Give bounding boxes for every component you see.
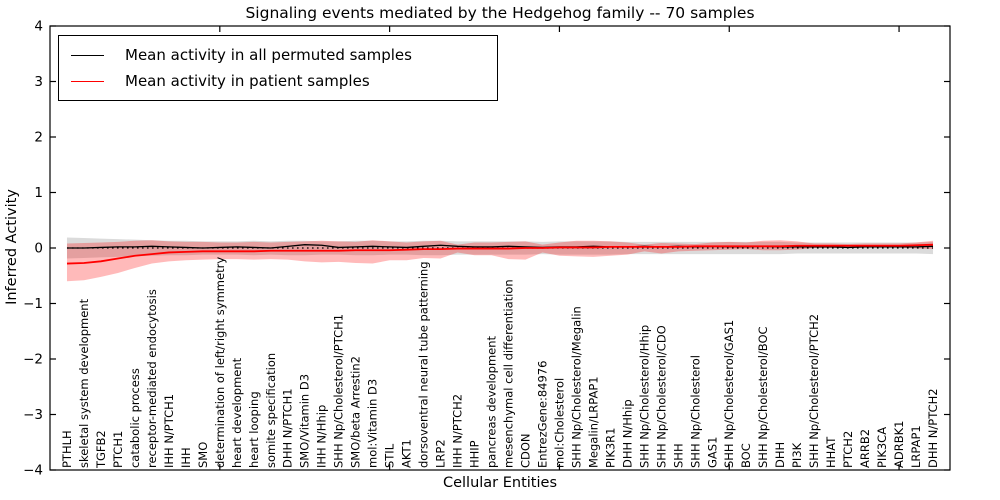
patient-mean-line [66, 243, 934, 265]
x-category-label: dorsoventral neural tube patterning [417, 261, 431, 468]
legend: Mean activity in all permuted samples Me… [58, 35, 498, 101]
x-category-label: SMO/Vitamin D3 [298, 374, 312, 468]
x-category-label: PTCH2 [841, 431, 855, 468]
x-category-label: SMO/beta Arrestin2 [349, 356, 363, 468]
x-category-label: AKT1 [400, 439, 414, 468]
x-category-label: SHH Np/Cholesterol/PTCH2 [807, 314, 821, 468]
x-category-label: somite specification [264, 353, 278, 468]
x-category-label: SHH Np/Cholesterol/Hhip [637, 325, 651, 468]
x-category-label: PIK3R1 [603, 428, 617, 469]
x-category-label: mol:Cholesterol [552, 378, 566, 468]
legend-item-permuted: Mean activity in all permuted samples [71, 42, 491, 68]
y-tick-label: 4 [34, 19, 43, 35]
x-category-label: HHIP [468, 440, 482, 468]
x-category-label: SHH Np/Cholesterol [688, 355, 702, 468]
x-category-label: SHH Np/Cholesterol/GAS1 [722, 320, 736, 468]
x-category-label: IHH N/PTCH2 [451, 394, 465, 468]
legend-item-label: Mean activity in patient samples [125, 72, 370, 90]
x-category-label: PTCH1 [111, 431, 125, 468]
y-tick-label: 3 [34, 74, 43, 90]
y-axis-label: Inferred Activity [4, 189, 20, 305]
x-category-label: heart development [230, 357, 244, 468]
x-category-label: IHH N/Hhip [315, 405, 329, 468]
x-category-label: DHH N/Hhip [620, 399, 634, 468]
y-tick-label: 1 [34, 185, 43, 201]
legend-line-permuted [71, 54, 104, 56]
x-category-label: IHH N/PTCH1 [162, 394, 176, 468]
x-category-label: SHH Np/Cholesterol/BOC [756, 326, 770, 468]
x-category-label: ADRBK1 [892, 421, 906, 468]
x-category-label: GAS1 [705, 437, 719, 468]
x-category-label: PI3K [790, 442, 804, 468]
x-category-label: PIK3CA [875, 427, 889, 468]
x-axis-label: Cellular Entities [442, 475, 558, 491]
x-category-label: SHH Np/Cholesterol/Megalin [569, 306, 583, 468]
x-category-label: DHH [773, 442, 787, 468]
x-category-label: EntrezGene:84976 [535, 361, 549, 468]
x-category-label: SHH Np/Cholesterol/PTCH1 [332, 314, 346, 468]
x-category-label: ARRB2 [858, 429, 872, 468]
x-category-label: CDON [518, 433, 532, 468]
x-category-label: TGFB2 [94, 430, 108, 469]
x-category-label: SMO [196, 442, 210, 468]
x-category-label: SHH [671, 443, 685, 468]
x-category-label: catabolic process [128, 368, 142, 468]
y-tick-label: −3 [23, 407, 43, 423]
y-tick-label: 2 [34, 130, 43, 146]
y-tick-label: −1 [23, 296, 43, 312]
x-category-label: skeletal system development [77, 298, 91, 468]
x-category-label: BOC [739, 443, 753, 468]
y-tick-label: 0 [34, 241, 43, 257]
legend-item-label: Mean activity in all permuted samples [125, 46, 412, 64]
x-category-label: DHH N/PTCH1 [281, 388, 295, 468]
x-category-label: DHH N/PTCH2 [926, 388, 940, 468]
x-category-label: LRPAP1 [909, 425, 923, 468]
x-category-label: mesenchymal cell differentiation [501, 279, 515, 468]
x-category-label: HHAT [824, 436, 838, 468]
x-category-label: PTHLH [60, 430, 74, 468]
y-tick-label: −2 [23, 352, 43, 368]
x-category-label: heart looping [247, 391, 261, 468]
x-category-label: IHH [179, 447, 193, 468]
x-category-label: STIL [383, 443, 397, 468]
x-category-label: receptor-mediated endocytosis [145, 289, 159, 468]
x-category-label: LRP2 [434, 439, 448, 468]
x-category-label: determination of left/right symmetry [213, 257, 227, 468]
legend-item-patient: Mean activity in patient samples [71, 68, 491, 94]
x-category-label: mol:Vitamin D3 [366, 379, 380, 468]
y-tick-label: −4 [23, 463, 43, 479]
legend-line-patient [71, 80, 104, 82]
x-category-label: SHH Np/Cholesterol/CDO [654, 325, 668, 468]
figure-title: Signaling events mediated by the Hedgeho… [245, 4, 755, 22]
x-category-label: pancreas development [485, 335, 499, 468]
x-category-label: Megalin/LRPAP1 [586, 376, 600, 468]
